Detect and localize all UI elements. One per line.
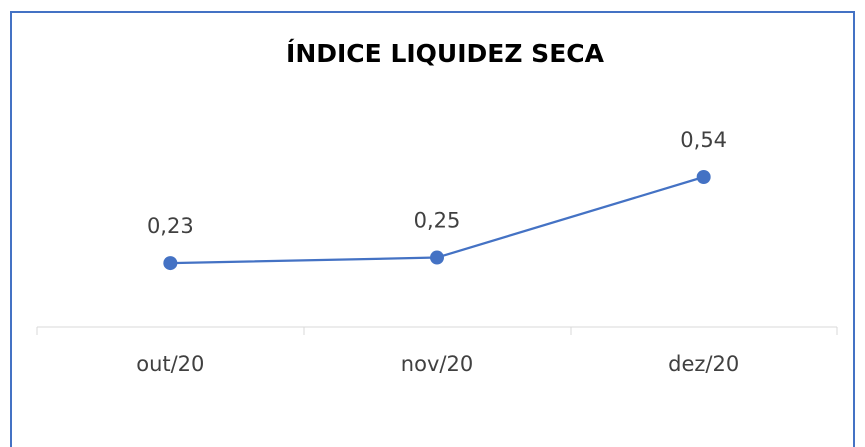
data-label: 0,23 [147,214,194,238]
data-label: 0,54 [680,128,727,152]
marker [163,256,178,271]
x-tick-label: out/20 [136,352,204,376]
chart-frame [10,11,855,447]
data-label: 0,25 [414,209,461,233]
x-tick-label: dez/20 [668,352,739,376]
marker [430,250,444,265]
marker [696,170,711,184]
category-axis [36,326,838,335]
chart-title: ÍNDICE LIQUIDEZ SECA [286,39,605,68]
x-tick-label: nov/20 [401,352,473,376]
